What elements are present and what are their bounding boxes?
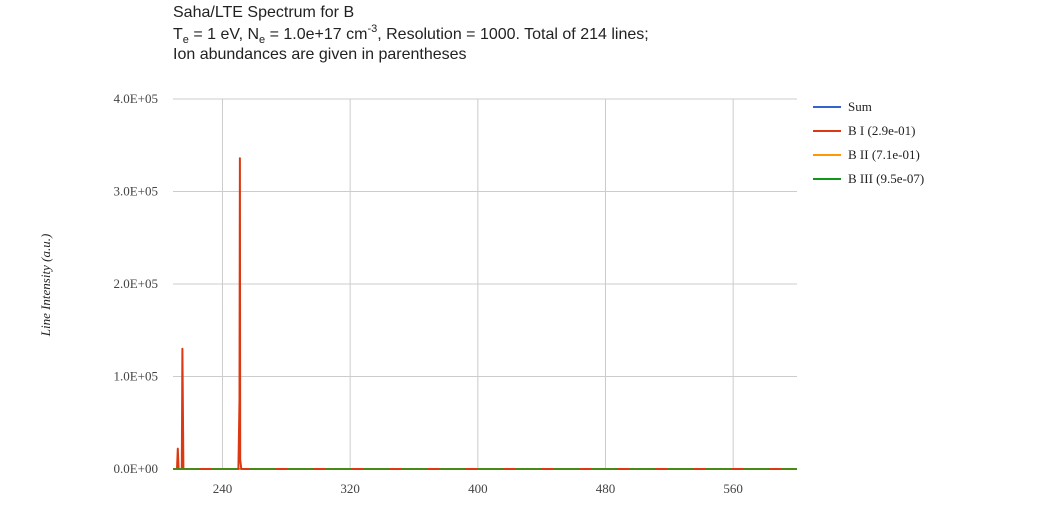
y-tick-label: 0.0E+00 <box>113 461 158 476</box>
y-tick-label: 2.0E+05 <box>113 276 158 291</box>
legend-item-4[interactable]: B III (9.5e-07) <box>813 171 924 186</box>
title-t-sub: e <box>183 34 189 46</box>
x-tick-label: 240 <box>213 481 233 496</box>
x-tick-label: 400 <box>468 481 488 496</box>
y-tick-label: 1.0E+05 <box>113 369 158 384</box>
y-axis-label: Line Intensity (a.u.) <box>38 234 53 338</box>
legend-label: B III (9.5e-07) <box>848 171 924 186</box>
title-t-main: T <box>173 26 183 43</box>
legend: Sum B I (2.9e-01) B II (7.1e-01) B III (9.5… <box>813 99 924 186</box>
legend-label: B II (7.1e-01) <box>848 147 920 162</box>
x-tick-label: 320 <box>340 481 360 496</box>
title-line-2: Te = 1 eV, Ne = 1.0e+17 cm-3, Resolution… <box>173 23 649 46</box>
title-exp: -3 <box>367 23 377 35</box>
title-t-rest: = 1 eV, N <box>189 26 259 43</box>
x-tick-label: 560 <box>723 481 743 496</box>
legend-label: Sum <box>848 99 872 114</box>
title-n-rest: = 1.0e+17 cm <box>265 26 367 43</box>
axis-ticks: 0.0E+00 1.0E+05 2.0E+05 3.0E+05 4.0E+05 240 32… <box>113 91 742 496</box>
x-tick-label: 480 <box>596 481 616 496</box>
chart-title: Saha/LTE Spectrum for B Te = 1 eV, Ne = … <box>173 4 649 63</box>
title-n-sub: e <box>259 34 265 46</box>
legend-item-3[interactable]: B II (7.1e-01) <box>813 147 920 162</box>
y-tick-label: 3.0E+05 <box>113 184 158 199</box>
series-lines <box>173 157 797 470</box>
series-line-b-i <box>173 157 797 470</box>
title-line-3: Ion abundances are given in parentheses <box>173 46 467 63</box>
legend-label: B I (2.9e-01) <box>848 123 916 138</box>
title-line-1: Saha/LTE Spectrum for B <box>173 4 354 21</box>
title-tail: , Resolution = 1000. Total of 214 lines; <box>377 26 648 43</box>
grid <box>173 98 797 470</box>
legend-item-1[interactable]: Sum <box>813 99 872 114</box>
y-tick-label: 4.0E+05 <box>113 91 158 106</box>
legend-item-2[interactable]: B I (2.9e-01) <box>813 123 916 138</box>
